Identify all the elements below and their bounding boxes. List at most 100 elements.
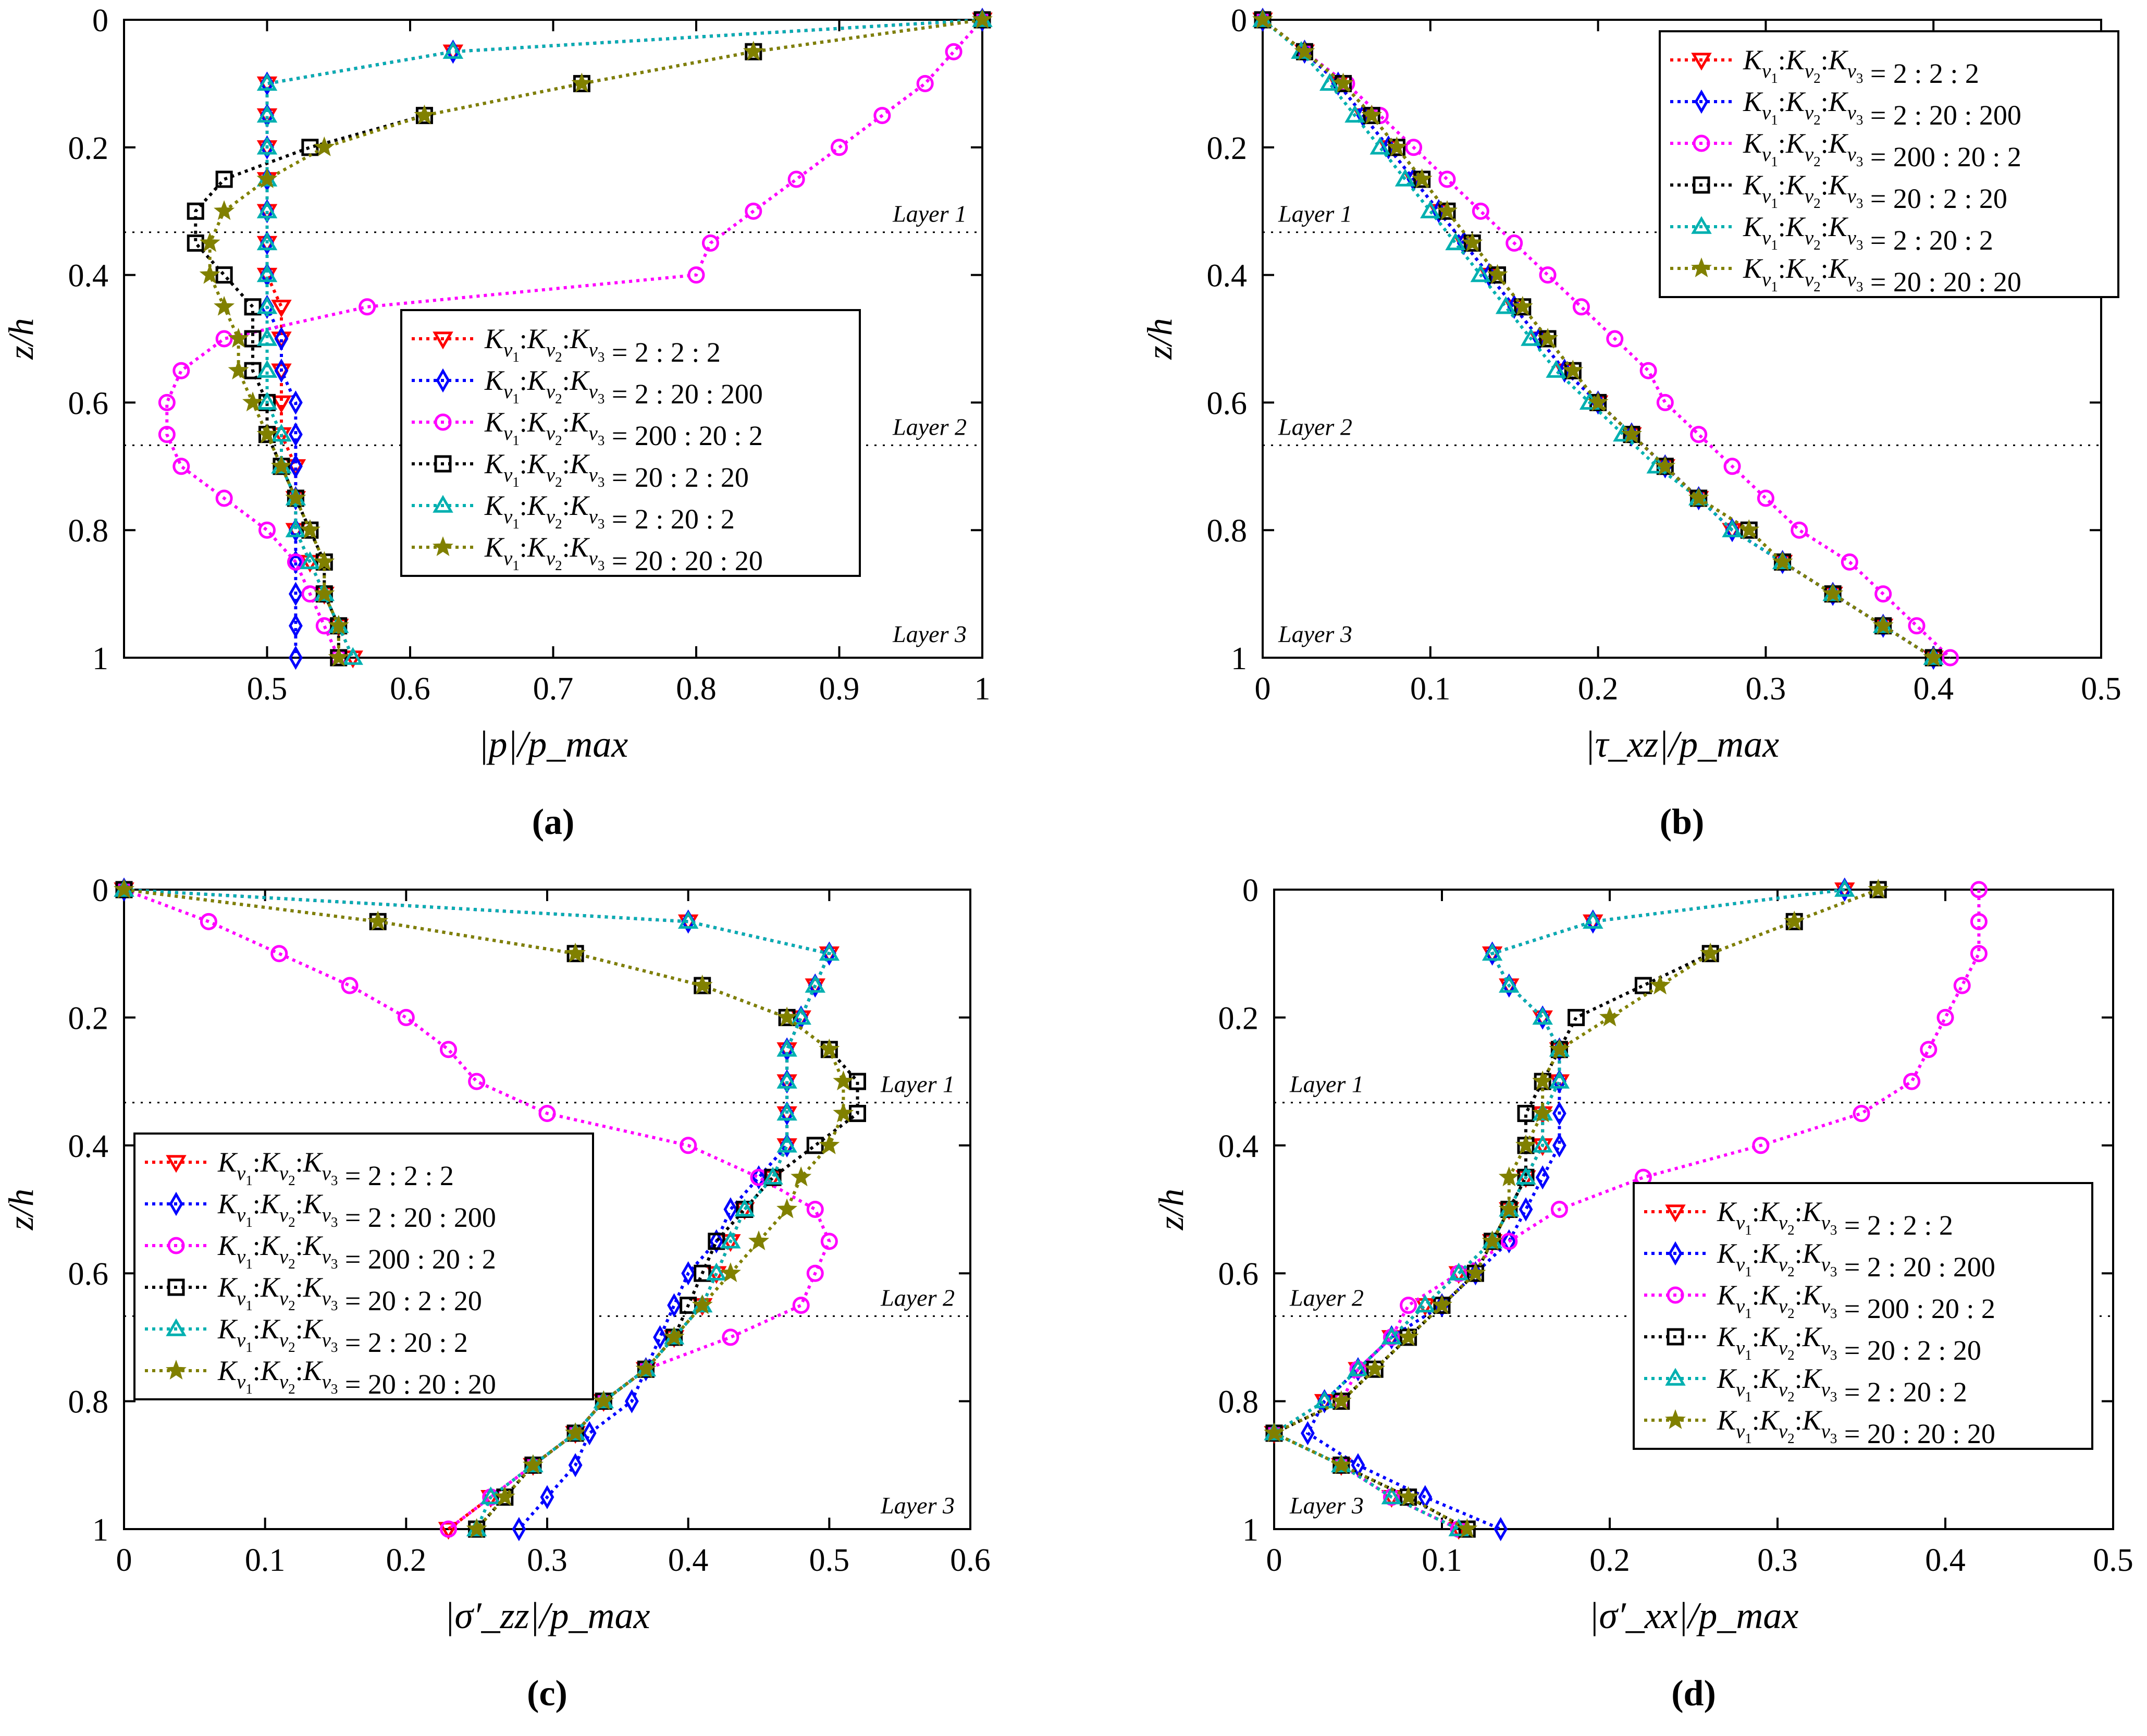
- legend-box: [133, 1132, 594, 1400]
- y-tick-label: 0.4: [1218, 1129, 1259, 1164]
- data-point: [172, 362, 190, 379]
- data-point: [873, 107, 891, 125]
- data-point: [1552, 1101, 1566, 1126]
- y-axis-label: z/h: [1151, 1189, 1191, 1230]
- legend-entry-text: Kv1:Kv2:Kv3 = 20 : 2 : 20: [484, 448, 749, 493]
- layer-label: Layer 2: [1278, 413, 1352, 440]
- data-point: [256, 360, 278, 378]
- data-point: [565, 1422, 586, 1443]
- x-axis-label: |τ_xz|/p_max: [1585, 723, 1779, 765]
- series-line: [1262, 18, 1934, 659]
- x-tick-label: 0.5: [2093, 1543, 2133, 1578]
- data-point: [1599, 1006, 1620, 1027]
- data-point: [722, 1328, 739, 1346]
- series-3: [158, 11, 991, 667]
- legend-entry-text: Kv1:Kv2:Kv3 = 20 : 20 : 20: [217, 1355, 496, 1400]
- data-point: [289, 454, 303, 479]
- data-point: [819, 1134, 840, 1154]
- y-tick-label: 0.6: [1207, 386, 1248, 421]
- x-tick-label: 0.6: [950, 1543, 991, 1578]
- x-tick-label: 0.4: [668, 1543, 709, 1578]
- y-tick-label: 0: [92, 873, 108, 908]
- y-tick-label: 1: [1231, 641, 1247, 676]
- data-point: [819, 943, 840, 961]
- data-point: [1519, 1197, 1533, 1222]
- legend-marker: [1691, 216, 1712, 234]
- data-point: [1757, 489, 1774, 507]
- data-point: [776, 1039, 797, 1057]
- data-point: [1398, 1486, 1419, 1506]
- data-point: [438, 1522, 459, 1540]
- data-point: [1457, 1518, 1478, 1538]
- data-point: [831, 139, 848, 156]
- layer-label: Layer 2: [1289, 1284, 1364, 1311]
- y-tick-label: 0.8: [68, 513, 109, 549]
- data-point: [1314, 1390, 1335, 1409]
- series-line: [1270, 890, 1981, 1531]
- data-point: [916, 75, 934, 92]
- data-point: [187, 234, 204, 252]
- data-point: [776, 1006, 798, 1027]
- data-point: [1872, 614, 1894, 635]
- data-point: [848, 1073, 866, 1090]
- legend-marker: [433, 536, 453, 556]
- legend-entry-text: Kv1:Kv2:Kv3 = 2 : 2 : 2: [217, 1147, 454, 1191]
- legend-marker: [1693, 176, 1710, 194]
- data-point: [1621, 423, 1642, 444]
- x-tick-label: 0.7: [533, 671, 574, 707]
- legend-entry-text: Kv1:Kv2:Kv3 = 20 : 2 : 20: [217, 1272, 482, 1316]
- data-point: [1532, 1007, 1553, 1025]
- x-axis-label: |σ′_xx|/p_max: [1589, 1595, 1799, 1636]
- y-axis-label: z/h: [1140, 318, 1179, 360]
- data-point: [1550, 1201, 1568, 1218]
- data-point: [256, 200, 278, 218]
- x-axis-label: |σ′_zz|/p_max: [445, 1595, 650, 1636]
- data-point: [1738, 519, 1760, 539]
- data-point: [680, 1137, 697, 1154]
- data-point: [635, 1358, 657, 1378]
- data-point: [271, 424, 292, 442]
- data-point: [397, 1008, 415, 1026]
- data-point: [1874, 585, 1892, 603]
- x-tick-label: 0.9: [819, 671, 860, 707]
- data-point: [300, 551, 320, 570]
- data-point: [314, 136, 335, 156]
- data-point: [215, 330, 233, 348]
- data-point: [289, 422, 303, 447]
- data-point: [677, 910, 699, 929]
- data-point: [256, 392, 278, 410]
- data-point: [1386, 136, 1408, 156]
- legend-marker: [1668, 1241, 1683, 1266]
- x-tick-label: 0.4: [1913, 671, 1954, 707]
- data-point: [681, 1261, 696, 1286]
- legend-entry-text: Kv1:Kv2:Kv3 = 2 : 20 : 2: [484, 490, 735, 535]
- x-tick-label: 0.2: [386, 1543, 427, 1578]
- data-point: [848, 1104, 866, 1122]
- data-point: [1868, 878, 1889, 898]
- x-tick-label: 0.3: [1746, 671, 1786, 707]
- y-tick-label: 0.2: [1207, 131, 1248, 166]
- data-point: [1649, 974, 1671, 995]
- data-point: [945, 43, 963, 60]
- data-point: [1515, 1166, 1536, 1185]
- data-point: [776, 1198, 798, 1218]
- legend-entry-text: Kv1:Kv2:Kv3 = 2 : 20 : 200: [484, 365, 763, 410]
- data-point: [1634, 977, 1652, 994]
- data-point: [1834, 879, 1855, 897]
- legend-entry-text: Kv1:Kv2:Kv3 = 2 : 2 : 2: [1743, 44, 1979, 89]
- data-point: [258, 521, 276, 539]
- data-point: [1517, 1104, 1535, 1122]
- data-point: [806, 1137, 824, 1154]
- data-point: [1772, 551, 1793, 571]
- data-point: [1264, 1422, 1285, 1443]
- x-tick-label: 0.2: [1578, 671, 1619, 707]
- data-point: [242, 391, 264, 412]
- data-point: [289, 582, 303, 606]
- data-point: [667, 1293, 681, 1318]
- chart-panel-4: 0 0.1 0.2 0.3 0.4 0.5 0 0.2 0.4 0.6 0.8 1 z/h |σ′_xx|…: [1151, 873, 2133, 1714]
- legend-entry-text: Kv1:Kv2:Kv3 = 20 : 2 : 20: [1743, 169, 2007, 214]
- data-point: [1364, 1358, 1386, 1378]
- y-tick-label: 0.4: [68, 1129, 109, 1164]
- data-point: [1722, 519, 1743, 537]
- layer-label: Layer 3: [1278, 621, 1352, 647]
